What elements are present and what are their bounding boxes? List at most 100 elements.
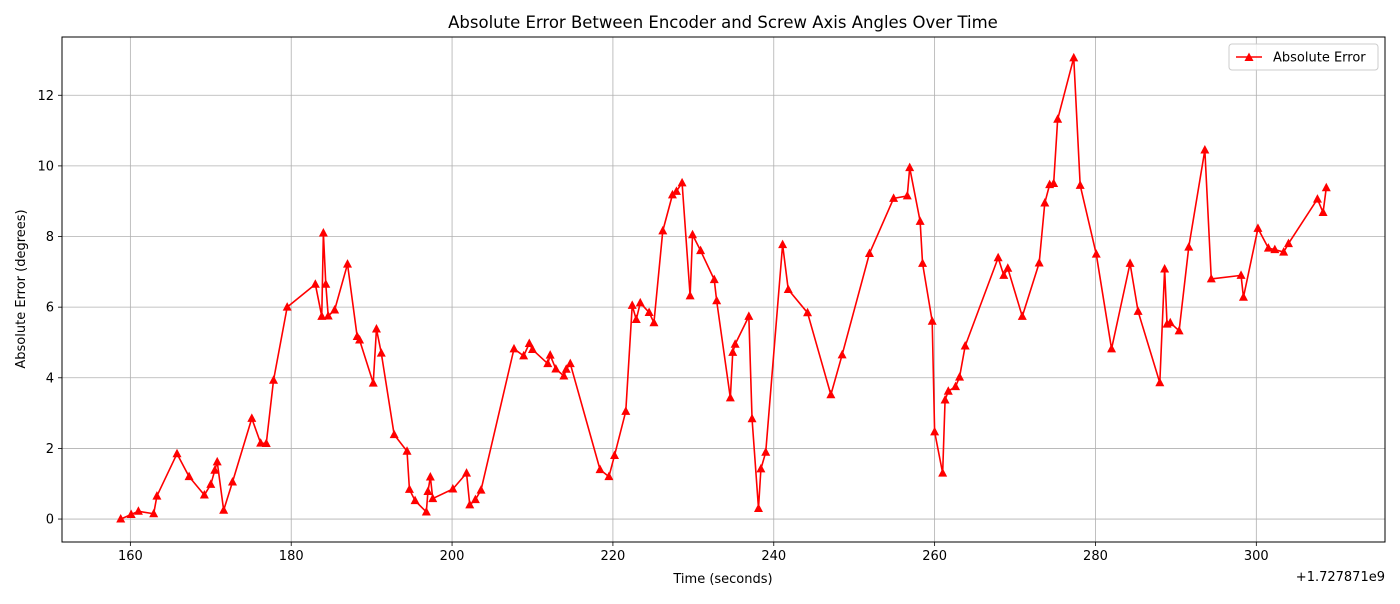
data-point-marker bbox=[905, 162, 915, 172]
data-point-marker bbox=[228, 476, 238, 486]
data-point-marker bbox=[410, 495, 420, 505]
data-point-marker bbox=[330, 304, 340, 314]
data-point-marker bbox=[565, 358, 575, 368]
data-point-marker bbox=[172, 448, 182, 458]
data-point-marker bbox=[753, 503, 763, 512]
data-point-marker bbox=[889, 193, 899, 202]
data-point-marker bbox=[551, 363, 561, 373]
data-point-marker bbox=[133, 506, 143, 515]
y-axis-label: Absolute Error (degrees) bbox=[14, 209, 29, 368]
data-point-marker bbox=[282, 302, 292, 311]
data-point-marker bbox=[744, 311, 754, 320]
data-point-marker bbox=[677, 177, 687, 187]
data-point-marker bbox=[1034, 258, 1044, 267]
data-point-marker bbox=[938, 468, 948, 477]
data-point-marker bbox=[940, 395, 950, 404]
data-point-marker bbox=[644, 307, 654, 316]
data-point-marker bbox=[631, 314, 641, 324]
legend-box bbox=[1228, 43, 1379, 71]
data-point-marker bbox=[321, 279, 331, 288]
data-point-marker bbox=[402, 446, 412, 455]
data-point-marker bbox=[1133, 306, 1143, 315]
x-axis-offset: +1.727871e9 bbox=[1296, 570, 1385, 585]
y-tick-label: 0 bbox=[46, 513, 54, 528]
data-point-marker bbox=[559, 371, 569, 380]
data-point-marker bbox=[837, 349, 847, 359]
data-point-marker bbox=[116, 514, 126, 523]
x-tick-label: 280 bbox=[1083, 549, 1108, 564]
data-point-marker bbox=[448, 484, 458, 493]
data-point-marker bbox=[671, 186, 681, 195]
data-point-marker bbox=[1206, 273, 1216, 283]
data-point-marker bbox=[803, 307, 813, 317]
data-point-marker bbox=[902, 190, 912, 200]
data-point-marker bbox=[999, 270, 1009, 279]
data-point-marker bbox=[261, 438, 271, 447]
data-point-marker bbox=[778, 239, 788, 249]
data-point-marker bbox=[1312, 194, 1322, 203]
data-point-marker bbox=[627, 300, 637, 309]
data-point-marker bbox=[428, 493, 438, 503]
data-point-marker bbox=[709, 274, 719, 284]
data-point-marker bbox=[1160, 264, 1170, 273]
data-point-marker bbox=[1075, 180, 1085, 189]
data-point-marker bbox=[728, 347, 738, 356]
x-axis-label: Time (seconds) bbox=[672, 572, 772, 587]
plot-frame bbox=[61, 36, 1386, 543]
data-point-marker bbox=[1200, 145, 1210, 154]
data-point-marker bbox=[1253, 223, 1263, 232]
data-point-marker bbox=[470, 494, 480, 504]
data-point-marker bbox=[543, 358, 553, 368]
data-point-marker bbox=[1270, 244, 1280, 254]
data-point-marker bbox=[927, 316, 937, 325]
data-point-marker bbox=[310, 279, 320, 288]
data-point-marker bbox=[747, 413, 757, 423]
data-point-marker bbox=[621, 406, 631, 415]
data-point-marker bbox=[212, 456, 222, 466]
y-tick-label: 12 bbox=[37, 89, 54, 104]
data-point-marker bbox=[635, 297, 645, 307]
data-point-marker bbox=[184, 471, 194, 481]
data-point-marker bbox=[826, 389, 836, 399]
data-point-marker bbox=[561, 364, 571, 373]
data-point-marker bbox=[595, 464, 605, 474]
data-point-marker bbox=[1155, 377, 1165, 387]
data-point-marker bbox=[864, 248, 874, 257]
data-point-marker bbox=[993, 252, 1003, 262]
data-point-marker bbox=[1263, 243, 1273, 252]
data-point-marker bbox=[269, 375, 279, 384]
data-point-marker bbox=[476, 485, 486, 494]
data-point-marker bbox=[951, 381, 961, 391]
grid-lines bbox=[62, 37, 1385, 542]
data-point-marker bbox=[371, 324, 381, 333]
y-axis-ticks: 0 2 4 6 8 10 12 bbox=[37, 89, 62, 528]
data-point-marker bbox=[317, 311, 327, 320]
data-point-marker bbox=[649, 317, 659, 327]
data-point-marker bbox=[1069, 52, 1079, 62]
data-point-marker bbox=[1318, 207, 1328, 217]
legend-label: Absolute Error bbox=[1273, 51, 1366, 66]
data-point-marker bbox=[1107, 343, 1117, 353]
data-point-marker bbox=[918, 258, 928, 267]
x-tick-label: 240 bbox=[761, 549, 786, 564]
data-point-marker bbox=[658, 225, 668, 235]
data-point-marker bbox=[1279, 247, 1289, 256]
data-point-marker bbox=[425, 472, 435, 481]
data-point-marker bbox=[247, 413, 257, 422]
data-point-marker bbox=[1003, 263, 1013, 272]
data-point-marker bbox=[756, 463, 766, 473]
data-point-marker bbox=[527, 344, 537, 354]
y-tick-label: 10 bbox=[37, 159, 54, 174]
data-point-marker bbox=[318, 227, 328, 237]
data-point-marker bbox=[930, 426, 940, 436]
data-point-marker bbox=[199, 490, 209, 499]
data-point-marker bbox=[343, 259, 353, 268]
series-layer bbox=[116, 52, 1331, 523]
data-point-marker bbox=[725, 392, 735, 402]
y-tick-label: 8 bbox=[46, 230, 54, 245]
data-point-marker bbox=[509, 343, 519, 353]
data-point-marker bbox=[368, 378, 378, 387]
data-point-marker bbox=[610, 450, 620, 459]
data-point-marker bbox=[206, 479, 216, 488]
data-point-marker bbox=[126, 509, 136, 518]
